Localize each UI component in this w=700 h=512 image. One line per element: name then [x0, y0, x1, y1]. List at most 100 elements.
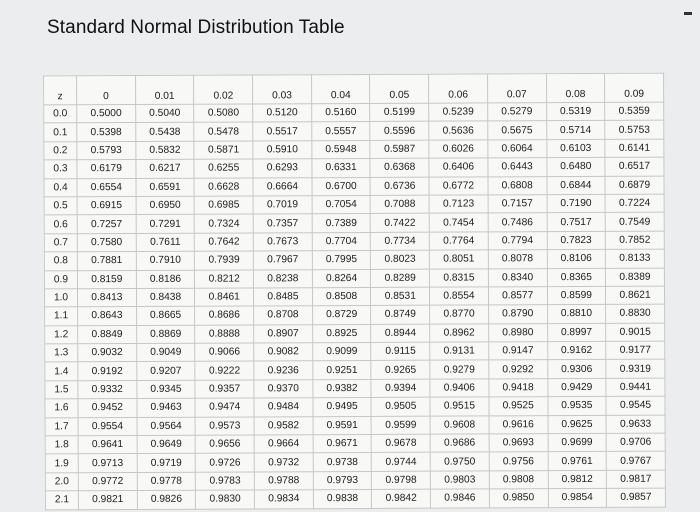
- probability-cell: 0.7486: [487, 213, 547, 232]
- column-header: 0.04: [311, 74, 371, 104]
- probability-cell: 0.8133: [605, 249, 665, 268]
- row-z-value: 0.7: [44, 233, 78, 252]
- header-row: z 0 0.01 0.02 0.03 0.04 0.05 0.06 0.07 0.08 0.09: [43, 73, 664, 105]
- probability-cell: 0.8849: [77, 325, 137, 344]
- row-z-value: 1.8: [45, 435, 79, 455]
- probability-cell: 0.8869: [136, 324, 196, 344]
- probability-cell: 0.5832: [135, 140, 195, 160]
- probability-cell: 0.9699: [547, 433, 607, 453]
- probability-cell: 0.9162: [547, 341, 606, 361]
- probability-cell: 0.5040: [135, 104, 195, 123]
- probability-cell: 0.5557: [311, 121, 371, 141]
- probability-cell: 0.7454: [429, 213, 489, 232]
- probability-cell: 0.8980: [488, 323, 548, 343]
- row-z-value: 0.6: [44, 215, 78, 234]
- probability-cell: 0.9808: [489, 470, 548, 490]
- probability-cell: 0.6664: [253, 177, 312, 196]
- probability-cell: 0.8186: [136, 269, 195, 289]
- probability-cell: 0.6915: [77, 196, 136, 216]
- row-z-value: 1.9: [45, 454, 79, 473]
- probability-cell: 0.9279: [429, 360, 489, 380]
- probability-cell: 0.9382: [312, 379, 372, 398]
- probability-cell: 0.7291: [135, 214, 195, 234]
- probability-cell: 0.9441: [606, 378, 665, 397]
- probability-cell: 0.9857: [606, 488, 666, 508]
- probability-cell: 0.9292: [488, 360, 548, 379]
- probability-cell: 0.6554: [76, 178, 136, 197]
- probability-cell: 0.7823: [546, 231, 606, 250]
- probability-cell: 0.6293: [252, 158, 312, 178]
- row-z-value: 1.1: [44, 307, 78, 326]
- probability-cell: 0.5239: [428, 102, 488, 122]
- probability-cell: 0.9265: [371, 360, 431, 380]
- probability-cell: 0.6406: [429, 158, 488, 177]
- probability-cell: 0.7704: [311, 232, 371, 251]
- column-header: 0.08: [546, 73, 605, 103]
- probability-cell: 0.9803: [430, 470, 490, 490]
- probability-cell: 0.9834: [254, 489, 314, 509]
- probability-cell: 0.9222: [195, 361, 254, 381]
- probability-cell: 0.8686: [194, 306, 254, 325]
- table-header: z 0 0.01 0.02 0.03 0.04 0.05 0.06 0.07 0.08 0.09: [43, 73, 664, 105]
- probability-cell: 0.9726: [195, 453, 255, 473]
- probability-cell: 0.9798: [371, 470, 431, 490]
- probability-cell: 0.5319: [546, 102, 605, 122]
- probability-cell: 0.8830: [605, 304, 665, 324]
- column-header: 0.09: [604, 73, 664, 103]
- probability-cell: 0.5359: [604, 102, 664, 121]
- probability-cell: 0.8790: [488, 304, 548, 324]
- row-z-value: 0.9: [44, 270, 78, 289]
- probability-cell: 0.5793: [76, 141, 136, 160]
- probability-cell: 0.9429: [547, 378, 607, 397]
- column-header-z: z: [43, 75, 77, 105]
- probability-cell: 0.6808: [487, 176, 547, 195]
- probability-cell: 0.5753: [604, 120, 664, 140]
- probability-cell: 0.8340: [488, 268, 547, 287]
- probability-cell: 0.9406: [430, 378, 489, 398]
- probability-cell: 0.8599: [546, 286, 606, 305]
- probability-cell: 0.7157: [487, 194, 547, 214]
- row-z-value: 0.8: [44, 251, 78, 271]
- probability-cell: 0.9319: [605, 359, 665, 379]
- probability-cell: 0.9625: [547, 415, 607, 434]
- probability-cell: 0.9147: [488, 341, 548, 361]
- row-z-value: 1.6: [44, 398, 79, 418]
- probability-cell: 0.8159: [77, 269, 137, 289]
- probability-cell: 0.9778: [136, 472, 196, 491]
- probability-cell: 0.9693: [488, 433, 548, 453]
- column-header: 0.06: [428, 73, 488, 104]
- probability-cell: 0.5199: [370, 103, 429, 122]
- probability-cell: 0.9772: [78, 472, 138, 491]
- row-z-value: 0.4: [43, 178, 78, 197]
- probability-cell: 0.7611: [135, 232, 195, 252]
- probability-cell: 0.9591: [312, 416, 372, 435]
- probability-cell: 0.9582: [254, 416, 313, 435]
- probability-cell: 0.6141: [605, 138, 664, 158]
- probability-cell: 0.9616: [488, 415, 548, 434]
- probability-cell: 0.5517: [252, 122, 312, 141]
- probability-cell: 0.8577: [488, 286, 548, 306]
- probability-cell: 0.9817: [606, 469, 666, 489]
- probability-cell: 0.5948: [311, 140, 371, 159]
- table-row: 2.1 0.9821 0.9826 0.9830 0.9834 0.9838 0.9842 0…: [45, 488, 666, 510]
- probability-cell: 0.9115: [371, 342, 430, 361]
- probability-cell: 0.6331: [311, 158, 371, 178]
- probability-cell: 0.9671: [312, 434, 372, 454]
- probability-cell: 0.7190: [546, 194, 606, 214]
- probability-cell: 0.8413: [77, 288, 137, 308]
- column-header: 0: [76, 75, 136, 105]
- probability-cell: 0.7019: [253, 195, 312, 215]
- probability-cell: 0.6700: [311, 177, 371, 196]
- probability-cell: 0.7852: [605, 230, 665, 250]
- row-z-value: 1.4: [44, 362, 78, 381]
- probability-cell: 0.7357: [253, 214, 312, 233]
- probability-cell: 0.9793: [313, 471, 372, 490]
- column-header: 0.07: [487, 73, 547, 103]
- z-table: z 0 0.01 0.02 0.03 0.04 0.05 0.06 0.07 0.08 0.09 0…: [43, 72, 666, 510]
- probability-cell: 0.9744: [371, 452, 431, 472]
- probability-cell: 0.6985: [194, 195, 254, 215]
- probability-cell: 0.6368: [370, 158, 430, 178]
- probability-cell: 0.5438: [135, 122, 195, 142]
- probability-cell: 0.9554: [78, 417, 137, 436]
- probability-cell: 0.8962: [429, 323, 489, 343]
